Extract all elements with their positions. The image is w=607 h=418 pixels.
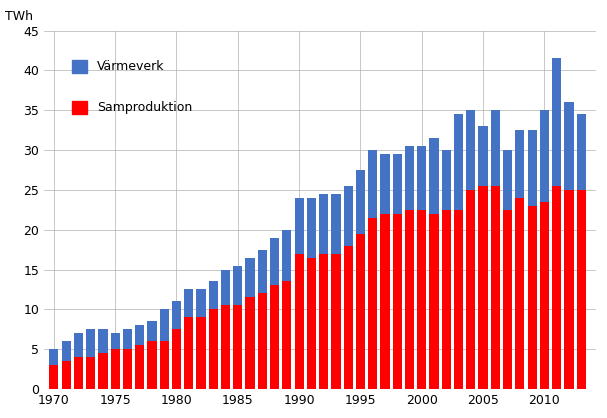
Bar <box>245 257 255 298</box>
Bar <box>577 114 586 190</box>
Bar <box>503 210 512 389</box>
Bar <box>356 234 365 389</box>
Bar <box>61 341 70 361</box>
Bar <box>319 194 328 254</box>
Bar <box>393 154 402 214</box>
Bar <box>527 206 537 389</box>
Bar <box>74 357 83 389</box>
Bar <box>490 186 500 389</box>
Bar <box>540 110 549 202</box>
Bar <box>515 130 524 198</box>
Bar <box>245 298 255 389</box>
Bar <box>429 138 439 214</box>
Bar <box>540 202 549 389</box>
Bar <box>184 289 194 317</box>
Bar <box>503 150 512 210</box>
Bar <box>490 110 500 186</box>
Bar <box>515 198 524 389</box>
Bar <box>135 325 144 345</box>
Bar <box>368 218 378 389</box>
Bar <box>294 198 304 254</box>
Bar <box>393 214 402 389</box>
Bar <box>565 102 574 190</box>
Bar <box>565 190 574 389</box>
Legend: Värmeverk, Samproduktion: Värmeverk, Samproduktion <box>67 55 197 120</box>
Bar <box>148 321 157 341</box>
Bar <box>270 285 279 389</box>
Bar <box>258 293 267 389</box>
Bar <box>86 357 95 389</box>
Bar <box>98 329 107 353</box>
Bar <box>135 345 144 389</box>
Bar <box>466 110 475 190</box>
Bar <box>49 349 58 365</box>
Bar <box>197 289 206 317</box>
Bar <box>405 210 414 389</box>
Bar <box>307 257 316 389</box>
Bar <box>381 154 390 214</box>
Bar <box>381 214 390 389</box>
Bar <box>233 306 242 389</box>
Bar <box>172 301 181 329</box>
Bar <box>160 341 169 389</box>
Bar <box>270 238 279 285</box>
Bar <box>160 309 169 341</box>
Bar <box>86 329 95 357</box>
Bar <box>356 170 365 234</box>
Bar <box>368 150 378 218</box>
Bar <box>110 349 120 389</box>
Bar <box>429 214 439 389</box>
Bar <box>98 353 107 389</box>
Bar <box>319 254 328 389</box>
Bar <box>405 146 414 210</box>
Bar <box>577 190 586 389</box>
Bar <box>233 265 242 306</box>
Bar <box>282 281 291 389</box>
Text: TWh: TWh <box>5 10 33 23</box>
Bar <box>74 333 83 357</box>
Bar <box>466 190 475 389</box>
Bar <box>282 230 291 281</box>
Bar <box>552 59 561 186</box>
Bar <box>184 317 194 389</box>
Bar <box>258 250 267 293</box>
Bar <box>61 361 70 389</box>
Bar <box>442 210 451 389</box>
Bar <box>417 146 426 210</box>
Bar <box>221 306 230 389</box>
Bar <box>49 365 58 389</box>
Bar <box>552 186 561 389</box>
Bar <box>478 126 487 186</box>
Bar <box>344 246 353 389</box>
Bar <box>123 349 132 389</box>
Bar <box>123 329 132 349</box>
Bar <box>197 317 206 389</box>
Bar <box>148 341 157 389</box>
Bar <box>209 281 218 309</box>
Bar <box>454 114 463 210</box>
Bar <box>110 333 120 349</box>
Bar <box>172 329 181 389</box>
Bar <box>527 130 537 206</box>
Bar <box>478 186 487 389</box>
Bar <box>442 150 451 210</box>
Bar <box>344 186 353 246</box>
Bar <box>294 254 304 389</box>
Bar <box>331 254 341 389</box>
Bar <box>331 194 341 254</box>
Bar <box>307 198 316 257</box>
Bar <box>209 309 218 389</box>
Bar <box>454 210 463 389</box>
Bar <box>417 210 426 389</box>
Bar <box>221 270 230 306</box>
